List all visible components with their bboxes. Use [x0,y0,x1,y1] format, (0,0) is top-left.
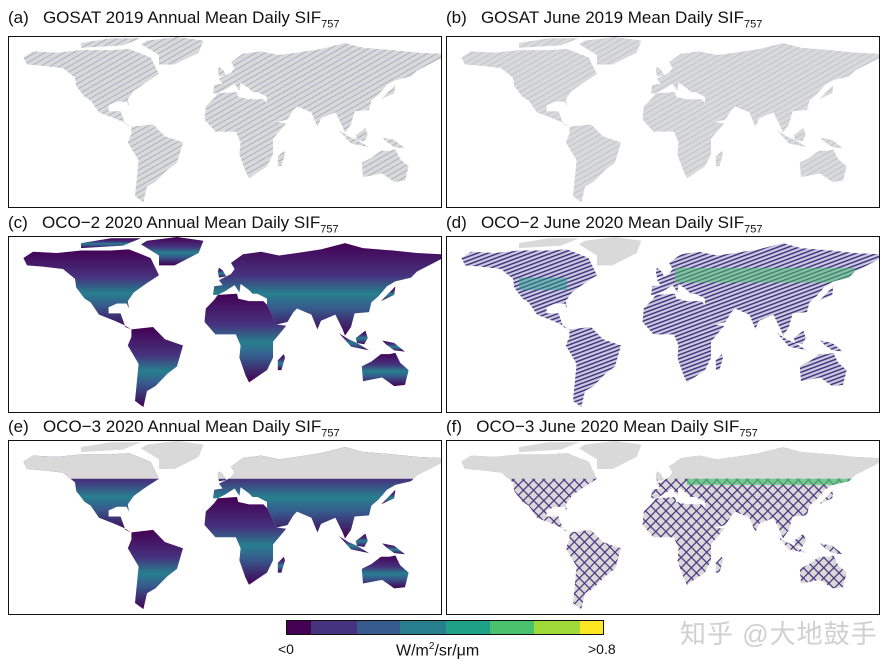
land-af [642,92,725,179]
land-id [339,130,369,148]
land-bo [355,330,368,345]
land-af [204,497,287,585]
map-panel [446,236,880,413]
land-arc [81,38,141,48]
land-arc [519,238,579,249]
land-uk [655,66,665,77]
land-eu [651,42,879,133]
colorbar [286,620,604,635]
land-md [715,150,723,167]
land-na [461,48,597,127]
land-au [361,555,409,589]
colorbar-segment [399,621,446,634]
map-panel [446,440,880,615]
panel-title: (d) OCO−2 June 2020 Mean Daily SIF757 [446,213,763,236]
land-au [799,149,847,182]
colorbar-segment [310,621,357,634]
land-eu [213,243,441,336]
land-md [277,354,285,371]
land-bo [355,533,368,547]
land-af [642,497,725,585]
colorbar-segment [287,621,311,634]
land-jp [381,84,396,100]
land-af [642,293,725,383]
land-sa [565,529,621,610]
land-sa [127,124,183,203]
panel-title: (b) GOSAT June 2019 Mean Daily SIF757 [446,8,763,31]
land-ng [820,543,843,555]
land-gl [579,237,642,266]
land-uk [217,267,227,278]
land-sa [565,326,621,408]
watermark: 知乎 @大地鼓手 [680,619,878,649]
land-ng [382,340,405,352]
land-md [277,556,285,573]
land-id [777,536,807,554]
colorbar-unit-label: W/m2/sr/μm [396,641,480,660]
land-au [361,352,409,387]
colorbar-segment [356,621,400,634]
map-panel [8,236,442,413]
land-arc [81,238,141,249]
map-panel [8,36,442,208]
land-arc [519,38,579,48]
land-ng [382,137,405,149]
land-gl [579,37,642,65]
colorbar-segment [534,621,581,634]
land-ng [382,543,405,555]
land-uk [655,267,665,278]
panel-title: (a) GOSAT 2019 Annual Mean Daily SIF757 [8,8,340,31]
land-eu [213,42,441,133]
panel-title: (e) OCO−3 2020 Annual Mean Daily SIF757 [8,417,340,440]
land-bo [793,533,806,547]
map-panel [446,36,880,208]
land-id [339,333,369,351]
land-sa [127,529,183,610]
colorbar-max-label: >0.8 [588,641,616,657]
land-au [799,352,847,387]
land-af [204,92,287,179]
land-ng [820,137,843,149]
land-au [361,149,409,182]
land-bo [355,127,368,142]
land-id [339,536,369,554]
map-panel [8,440,442,615]
land-md [715,556,723,573]
land-id [777,333,807,351]
colorbar-segment [490,621,535,634]
panel-title: (f) OCO−3 June 2020 Mean Daily SIF757 [446,417,758,440]
colorbar-min-label: <0 [278,641,294,657]
land-eu [651,243,879,336]
land-gl [141,37,204,65]
colorbar-segment [580,621,603,634]
colorbar-segment [445,621,491,634]
land-gl [141,237,204,266]
land-sa [127,326,183,408]
land-af [204,293,287,383]
land-bo [793,330,806,345]
land-na [23,249,160,330]
land-id [777,130,807,148]
land-sa [565,124,621,203]
panel-title: (c) OCO−2 2020 Annual Mean Daily SIF757 [8,213,339,236]
land-bo [793,127,806,142]
land-uk [217,66,227,77]
land-na [23,48,160,127]
land-au [799,555,847,589]
land-ng [820,340,843,352]
land-md [715,354,723,371]
land-md [277,150,285,167]
